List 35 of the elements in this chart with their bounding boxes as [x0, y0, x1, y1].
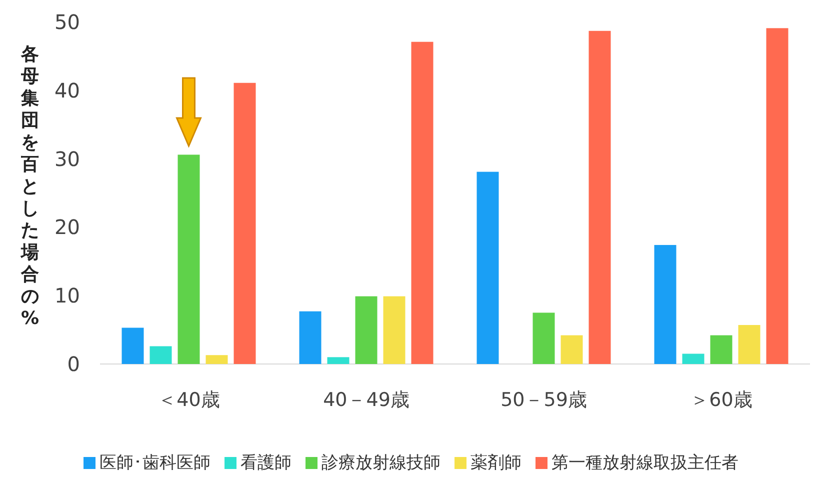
bar	[150, 346, 172, 364]
bar	[299, 311, 322, 364]
bar	[476, 172, 499, 364]
bar	[234, 82, 256, 364]
legend-label: 看護師	[240, 453, 292, 473]
bar	[560, 335, 583, 364]
bar	[532, 312, 555, 364]
bar	[766, 28, 788, 364]
bar	[327, 357, 350, 364]
bar	[588, 30, 611, 364]
bar	[411, 42, 434, 364]
bar	[206, 355, 228, 364]
bar	[738, 325, 760, 364]
bar	[122, 328, 144, 364]
x-tick-label: 40－49歳	[323, 389, 410, 411]
bar	[178, 154, 200, 364]
y-tick-label: 0	[67, 352, 80, 376]
bar	[710, 335, 732, 364]
y-tick-label: 50	[54, 10, 80, 34]
y-tick-label: 20	[54, 215, 80, 240]
legend-label: 医師･歯科医師	[100, 453, 210, 473]
y-tick-label: 40	[54, 78, 80, 102]
bar	[383, 296, 406, 364]
x-tick-label: ＜40歳	[158, 389, 220, 411]
bar	[654, 244, 676, 364]
bar	[682, 354, 704, 364]
legend-label: 薬剤師	[470, 453, 522, 473]
x-tick-label: 50－59歳	[500, 389, 587, 411]
x-tick-label: ＞60歳	[690, 389, 752, 411]
legend-label: 第一種放射線取扱主任者	[552, 453, 738, 473]
y-tick-label: 30	[54, 146, 80, 171]
bar	[355, 296, 378, 364]
y-tick-label: 10	[54, 284, 80, 308]
legend-label: 診療放射線技師	[322, 453, 440, 473]
text: 各母集団を百とした場合の%	[20, 44, 40, 329]
